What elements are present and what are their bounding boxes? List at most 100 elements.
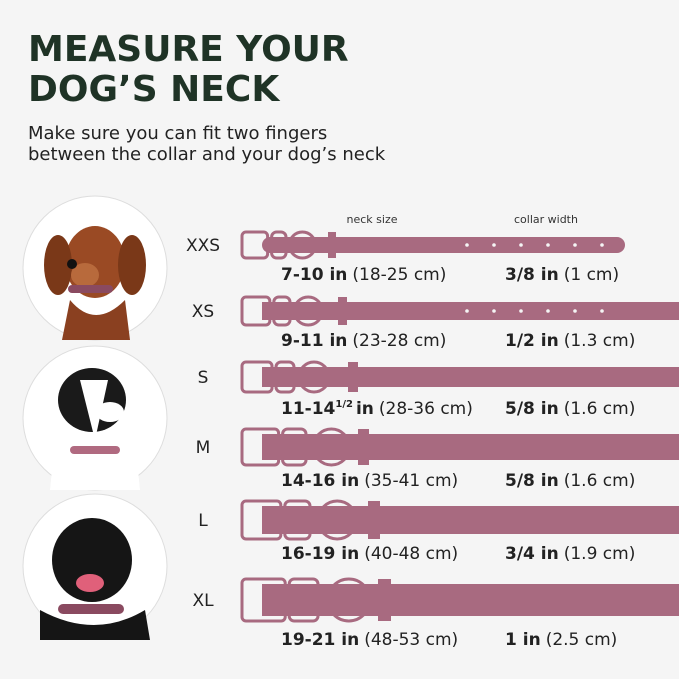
width-in: 5/8 in [505,471,559,491]
d-ring [287,230,317,260]
neck-in: 7-10 in [281,265,347,285]
hole [465,243,469,247]
size-label: L [198,511,208,531]
width-in: 1 in [505,630,541,650]
collar [240,427,679,467]
buckle [240,360,274,394]
collar-strap [262,584,679,616]
hole [492,243,496,247]
hole [519,309,523,313]
size-label: XXS [186,236,220,256]
d-ring [311,427,351,467]
loop [328,232,336,258]
neck-cm: (28-36 cm) [379,399,473,419]
collar-width: 5/8 in (1.6 cm) [505,471,635,491]
buckle [240,427,281,467]
column-header: collar width [514,213,578,226]
collar-strap [262,506,679,534]
size-label: XL [192,591,214,611]
hole [546,309,550,313]
column-header: neck size [347,213,398,226]
neck-cm: (40-48 cm) [364,544,458,564]
size-label: M [196,438,211,458]
subtitle-line: between the collar and your dog’s neck [28,144,386,165]
keeper [287,577,320,623]
collar [240,230,625,260]
neck-size: 7-10 in (18-25 cm) [281,265,446,285]
d-ring [316,499,358,541]
title-line: DOG’S NECK [28,69,280,110]
width-cm: (1.6 cm) [564,399,636,419]
width-cm: (1.3 cm) [564,331,636,351]
keeper [274,360,296,394]
hole [465,309,469,313]
width-in: 3/4 in [505,544,559,564]
width-in: 1/2 in [505,331,559,351]
keeper [272,295,292,327]
hole [573,309,577,313]
buckle [240,577,287,623]
collar-strap [262,367,679,387]
loop [348,362,358,392]
loop [358,429,369,465]
d-ring [297,360,331,394]
size-label: XS [192,302,214,322]
neck-in: 9-11 in [281,331,347,351]
width-cm: (1.6 cm) [564,471,636,491]
keeper [270,230,288,260]
collar-width: 1 in (2.5 cm) [505,630,617,650]
collar-strap [262,302,679,320]
neck-size: 19-21 in (48-53 cm) [281,630,458,650]
keeper [283,499,312,541]
collar [240,577,679,623]
width-in: 5/8 in [505,399,559,419]
d-ring [326,577,372,623]
collar-width: 3/8 in (1 cm) [505,265,619,285]
loop [368,501,380,539]
neck-in: 16-19 in [281,544,359,564]
neck-size: 11-141/2 in (28-36 cm) [281,399,473,419]
keeper [281,427,308,467]
neck-cm: (18-25 cm) [352,265,446,285]
size-label: S [198,368,209,388]
collar-strap [262,237,625,253]
loop [338,297,347,325]
dog-photo [22,345,168,491]
collar [240,295,679,327]
subtitle-line: Make sure you can fit two fingers [28,123,327,144]
hole [600,243,604,247]
neck-cm: (35-41 cm) [364,471,458,491]
dog-photo [22,493,168,640]
buckle [240,499,283,541]
neck-cm: (23-28 cm) [352,331,446,351]
hole [546,243,550,247]
width-in: 3/8 in [505,265,559,285]
neck-cm: (48-53 cm) [364,630,458,650]
loop [378,579,391,621]
d-ring [292,295,324,327]
hole [600,309,604,313]
collar-strap [262,434,679,460]
hole [573,243,577,247]
neck-size: 14-16 in (35-41 cm) [281,471,458,491]
buckle [240,230,270,260]
width-cm: (1 cm) [564,265,619,285]
neck-in: 11-14 [281,399,336,419]
collar [240,499,679,541]
neck-size: 16-19 in (40-48 cm) [281,544,458,564]
collar-width: 3/4 in (1.9 cm) [505,544,635,564]
neck-in: 19-21 in [281,630,359,650]
hole [492,309,496,313]
width-cm: (1.9 cm) [564,544,636,564]
hole [519,243,523,247]
neck-in: 14-16 in [281,471,359,491]
dog-photo [22,195,168,341]
width-cm: (2.5 cm) [546,630,618,650]
collar-width: 1/2 in (1.3 cm) [505,331,635,351]
neck-size: 9-11 in (23-28 cm) [281,331,446,351]
collar-width: 5/8 in (1.6 cm) [505,399,635,419]
buckle [240,295,272,327]
neck-fraction: 1/2 [335,399,353,410]
collar [240,360,679,394]
